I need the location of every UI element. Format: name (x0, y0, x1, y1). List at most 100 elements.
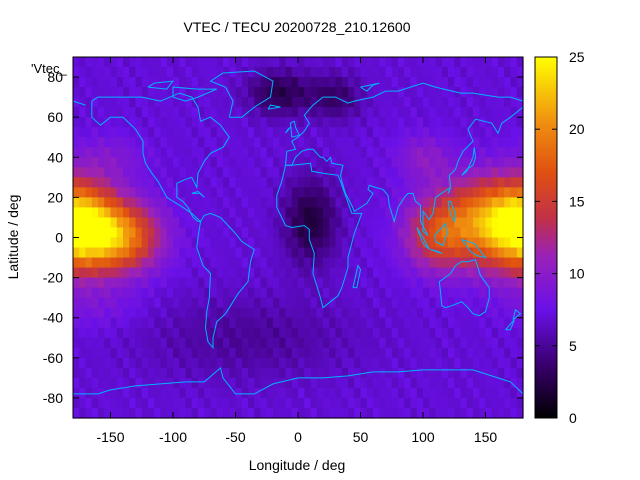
heatmap-cell (516, 167, 524, 178)
heatmap-cell (248, 187, 255, 198)
heatmap-cell (110, 277, 118, 289)
heatmap-cell (129, 237, 137, 249)
heatmap-cell (129, 357, 137, 369)
heatmap-cell (185, 107, 193, 118)
heatmap-cell (448, 137, 455, 148)
heatmap-cell (354, 57, 362, 68)
heatmap-cell (210, 257, 218, 269)
heatmap-cell (223, 367, 230, 379)
heatmap-cell (498, 247, 505, 259)
heatmap-cell (179, 167, 187, 178)
heatmap-cell (154, 307, 162, 319)
heatmap-cell (460, 357, 468, 369)
heatmap-cell (360, 137, 368, 148)
heatmap-cell (491, 197, 499, 209)
heatmap-cell (148, 377, 155, 389)
heatmap-cell (104, 297, 112, 309)
heatmap-cell (429, 97, 437, 108)
heatmap-cell (291, 57, 299, 68)
heatmap-cell (79, 337, 87, 349)
heatmap-cell (154, 177, 162, 188)
heatmap-cell (79, 377, 87, 389)
heatmap-cell (341, 247, 349, 259)
heatmap-cell (304, 77, 312, 88)
heatmap-cell (216, 287, 224, 299)
heatmap-cell (229, 387, 237, 399)
heatmap-cell (298, 337, 305, 349)
heatmap-cell (448, 217, 455, 229)
heatmap-cell (110, 127, 118, 138)
heatmap-cell (479, 197, 487, 209)
heatmap-cell (323, 347, 330, 359)
heatmap-cell (454, 237, 462, 249)
heatmap-cell (448, 87, 455, 98)
heatmap-cell (216, 207, 224, 219)
heatmap-cell (379, 217, 387, 229)
heatmap-cell (235, 377, 243, 389)
heatmap-cell (198, 327, 205, 339)
heatmap-cell (416, 87, 424, 98)
heatmap-cell (166, 267, 174, 279)
heatmap-cell (116, 157, 124, 168)
heatmap-cell (416, 107, 424, 118)
heatmap-cell (391, 387, 399, 399)
heatmap-cell (110, 287, 118, 299)
heatmap-cell (248, 197, 255, 209)
heatmap-cell (154, 217, 162, 229)
heatmap-cell (79, 277, 87, 289)
heatmap-cell (391, 307, 399, 319)
heatmap-cell (323, 397, 330, 409)
heatmap-cell (348, 137, 355, 148)
heatmap-cell (148, 387, 155, 399)
heatmap-cell (79, 387, 87, 399)
heatmap-cell (348, 67, 355, 78)
heatmap-cell (110, 67, 118, 78)
heatmap-cell (123, 337, 130, 349)
heatmap-cell (416, 277, 424, 289)
heatmap-cell (79, 77, 87, 88)
heatmap-cell (298, 187, 305, 198)
heatmap-cell (423, 397, 430, 409)
heatmap-cell (254, 337, 262, 349)
heatmap-cell (129, 117, 137, 128)
heatmap-cell (460, 377, 468, 389)
heatmap-cell (516, 317, 524, 329)
heatmap-cell (316, 387, 324, 399)
heatmap-cell (460, 157, 468, 168)
heatmap-cell (173, 57, 180, 68)
heatmap-cell (398, 127, 405, 138)
heatmap-cell (335, 127, 343, 138)
heatmap-cell (341, 357, 349, 369)
heatmap-cell (241, 67, 249, 78)
heatmap-cell (329, 307, 337, 319)
heatmap-cell (85, 167, 93, 178)
heatmap-cell (210, 277, 218, 289)
heatmap-cell (248, 87, 255, 98)
heatmap-cell (354, 317, 362, 329)
heatmap-cell (485, 337, 493, 349)
heatmap-cell (385, 187, 393, 198)
heatmap-cell (329, 197, 337, 209)
heatmap-cell (385, 317, 393, 329)
heatmap-cell (98, 307, 105, 319)
heatmap-cell (179, 307, 187, 319)
heatmap-cell (173, 97, 180, 108)
heatmap-cell (454, 67, 462, 78)
heatmap-cell (335, 337, 343, 349)
heatmap-cell (423, 237, 430, 249)
heatmap-cell (385, 337, 393, 349)
heatmap-cell (448, 337, 455, 349)
heatmap-cell (85, 277, 93, 289)
heatmap-cell (316, 277, 324, 289)
heatmap-cell (316, 307, 324, 319)
heatmap-cell (423, 157, 430, 168)
heatmap-cell (273, 287, 280, 299)
heatmap-cell (104, 127, 112, 138)
colorbar-tick-label: 25 (569, 49, 585, 65)
heatmap-cell (441, 407, 449, 419)
heatmap-cell (260, 217, 268, 229)
heatmap-cell (154, 187, 162, 198)
heatmap-cell (410, 227, 418, 239)
heatmap-cell (466, 147, 474, 158)
heatmap-cell (223, 377, 230, 389)
